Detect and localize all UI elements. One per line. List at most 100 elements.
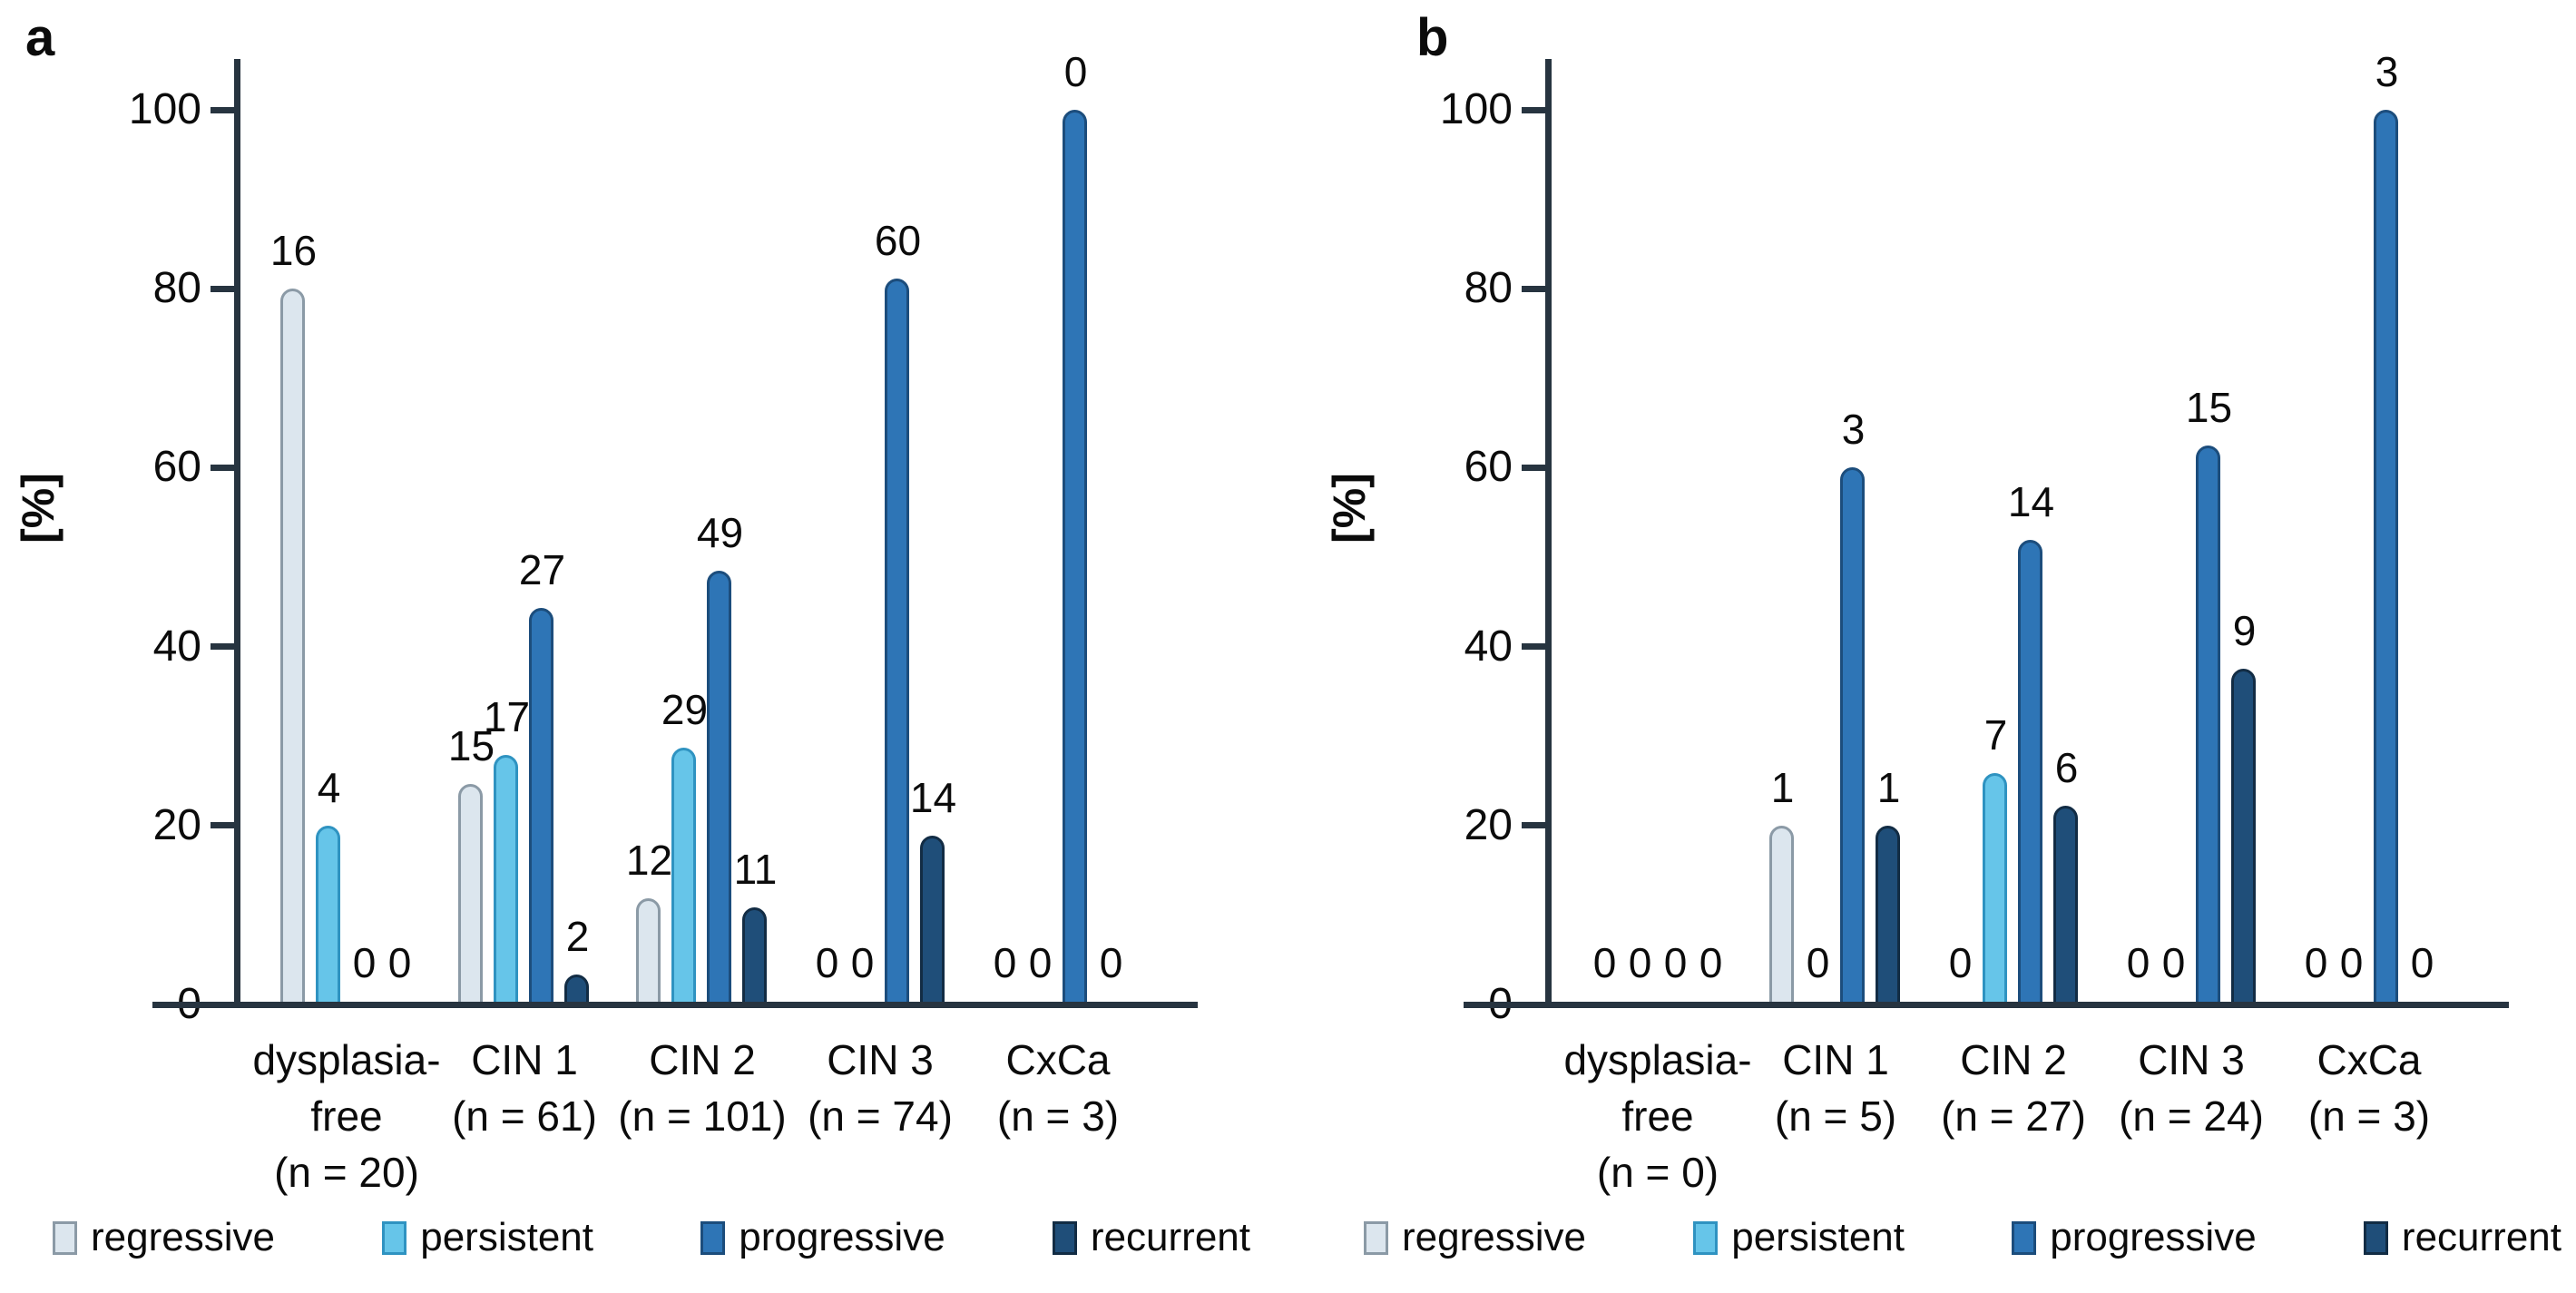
legend-swatch-persistent [1693, 1220, 1719, 1255]
bar-slot-recurrent: 0 [1093, 110, 1129, 1004]
bar-count-label: 1 [1770, 763, 1795, 811]
bar-count-label: 0 [1028, 939, 1053, 986]
bar-progressive [2018, 540, 2042, 1004]
legend: regressive persistent progressive recurrent [53, 1214, 1250, 1261]
bar-progressive [2374, 110, 2398, 1004]
bar-slot-regressive: 15 [448, 110, 495, 1004]
bar-regressive [280, 289, 305, 1004]
y-tick-label: 60 [1464, 443, 1513, 492]
bar-slot-progressive: 27 [519, 110, 565, 1004]
category-label-line: free [1621, 1092, 1694, 1140]
category-label-line: CxCa [1005, 1036, 1111, 1083]
category-label-line: CIN 2 [1960, 1036, 2067, 1083]
bar-slot-persistent: 17 [484, 110, 530, 1004]
bar-persistent [671, 748, 696, 1004]
legend: regressive persistent progressive recurrent [1364, 1214, 2561, 1261]
legend-item-recurrent: recurrent [1052, 1216, 1250, 1259]
bar-count-label: 6 [2054, 744, 2079, 792]
bar-recurrent [564, 975, 589, 1004]
bar-regressive [458, 784, 483, 1004]
bar-clusters: 16 4 0 0 15 17 27 2 12 29 49 11 0 0 60 14 0 0 0 0 [270, 50, 1129, 1004]
category-label-line: free [310, 1092, 383, 1140]
bar-slot-recurrent: 1 [1871, 110, 1906, 1004]
bar-cluster-cin-1: 15 17 27 2 [448, 110, 595, 1004]
bar-count-label: 12 [625, 836, 673, 884]
category-label-line: CIN 1 [471, 1036, 578, 1083]
category-label: CIN 2 (n = 101) [618, 1032, 786, 1200]
bar-count-label: 17 [483, 692, 531, 740]
bar-persistent [494, 754, 518, 1004]
bar-count-label: 60 [874, 217, 922, 265]
category-label-line: (n = 3) [2307, 1092, 2431, 1140]
bar-count-label: 29 [661, 686, 709, 734]
bar-count-label: 0 [2410, 939, 2434, 986]
category-label-line: dysplasia- [252, 1036, 441, 1083]
legend-item-persistent: persistent [1693, 1216, 1905, 1259]
category-label-line: CIN 2 [649, 1036, 756, 1083]
bar-progressive [1840, 467, 1865, 1004]
bar-count-label: 27 [518, 546, 566, 594]
bar-persistent [1983, 772, 2007, 1004]
category-label-line: (n = 0) [1596, 1149, 1719, 1196]
category-label-line: (n = 5) [1774, 1092, 1897, 1140]
bar-slot-regressive: 0 [2121, 110, 2156, 1004]
bar-count-label: 0 [850, 939, 875, 986]
bar-persistent [316, 825, 340, 1004]
legend-swatch-regressive [53, 1220, 77, 1255]
bar-progressive [529, 608, 553, 1004]
legend-swatch-progressive [700, 1220, 726, 1255]
y-axis-line [1545, 59, 1552, 1007]
category-label: CIN 3 (n = 74) [808, 1032, 953, 1200]
bar-count-label: 0 [1063, 48, 1088, 95]
bar-count-label: 14 [909, 773, 957, 821]
bar-slot-persistent: 0 [845, 110, 880, 1004]
y-tick-mark [211, 643, 234, 651]
y-tick-label: 80 [1464, 264, 1513, 313]
panel-letter-a: a [25, 8, 55, 67]
bar-count-label: 0 [387, 939, 412, 986]
bar-count-label: 15 [447, 722, 495, 770]
y-tick-mark [211, 285, 234, 292]
bar-count-label: 0 [1628, 939, 1652, 986]
y-tick-label: 40 [1464, 622, 1513, 671]
bar-slot-recurrent: 11 [734, 110, 777, 1004]
bar-slot-progressive: 14 [2008, 110, 2054, 1004]
y-tick-mark [211, 822, 234, 829]
bar-slot-progressive: 15 [2186, 110, 2232, 1004]
bar-slot-recurrent: 0 [382, 110, 417, 1004]
category-label-line: (n = 24) [2119, 1092, 2264, 1140]
bar-slot-recurrent: 2 [560, 110, 595, 1004]
bar-slot-progressive: 0 [347, 110, 382, 1004]
bar-count-label: 0 [2339, 939, 2364, 986]
legend-item-recurrent: recurrent [2363, 1216, 2561, 1259]
bar-slot-persistent: 29 [661, 110, 708, 1004]
bar-slot-regressive: 12 [626, 110, 672, 1004]
bar-slot-progressive: 60 [875, 110, 921, 1004]
category-label-line: (n = 27) [1941, 1092, 2086, 1140]
legend-swatch-regressive [1364, 1220, 1388, 1255]
bar-count-label: 0 [815, 939, 839, 986]
y-tick-mark [1522, 285, 1545, 292]
bar-count-label: 0 [1663, 939, 1688, 986]
legend-item-regressive: regressive [1364, 1216, 1586, 1259]
category-label: CIN 3 (n = 24) [2119, 1032, 2264, 1200]
bar-slot-persistent: 7 [1978, 110, 2013, 1004]
bar-cluster-cin-3: 0 0 15 9 [2121, 110, 2262, 1004]
category-label: dysplasia-free (n = 20) [252, 1032, 440, 1200]
bar-count-label: 7 [1983, 710, 2008, 759]
legend-label: regressive [1402, 1215, 1586, 1259]
y-tick-label: 80 [152, 264, 201, 313]
category-labels: dysplasia-free (n = 20) CIN 1 (n = 61) CIN 2… [252, 1032, 1129, 1200]
bar-count-label: 0 [352, 939, 377, 986]
bar-recurrent [920, 835, 945, 1004]
legend-label: regressive [91, 1215, 275, 1259]
bar-count-label: 0 [2304, 939, 2328, 986]
x-axis-line [152, 1001, 1198, 1008]
bar-count-label: 49 [696, 508, 744, 556]
bar-slot-progressive: 3 [1836, 110, 1871, 1004]
legend-swatch-progressive [2012, 1220, 2037, 1255]
y-tick-label: 40 [152, 622, 201, 671]
y-axis-line [234, 59, 240, 1007]
category-labels: dysplasia-free (n = 0) CIN 1 (n = 5) CIN 2 (n… [1563, 1032, 2440, 1200]
